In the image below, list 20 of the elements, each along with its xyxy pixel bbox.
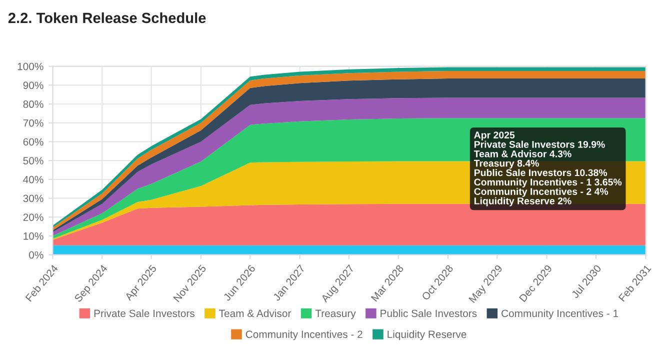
- y-tick-label: 30%: [23, 194, 44, 202]
- legend-label: Treasury: [315, 310, 356, 320]
- annotation: Apr 2025 Private Sale Investors 19.9% Team & Advisor 4.3% Treasury 8.4% Public Sale Investors 10.38% Community Incentives - 1 3.65% Community Incentives - 2 4% Liquidity Reserve 2%: [474, 132, 622, 206]
- legend-label: Liquidity Reserve: [388, 330, 466, 340]
- y-tick-label: 40%: [23, 176, 44, 184]
- legend-label: Public Sale Investors: [380, 309, 477, 318]
- y-tick-label: 60%: [23, 138, 44, 146]
- y-tick-label: 100%: [18, 62, 44, 70]
- y-tick-label: 50%: [23, 157, 44, 164]
- chart-title: 2.2. Token Release Schedule: [8, 12, 206, 24]
- y-tick-label: 0%: [29, 251, 44, 259]
- legend-label: Private Sale Investors: [94, 309, 194, 318]
- legend-label: Team & Advisor: [219, 309, 292, 318]
- y-tick-label: 90%: [23, 82, 44, 90]
- y-tick-label: 20%: [23, 214, 44, 221]
- y-tick-label: 70%: [23, 119, 44, 127]
- y-tick-label: 80%: [23, 100, 44, 108]
- y-tick-label: 10%: [24, 232, 44, 240]
- legend-label: Community Incentives - 1: [502, 309, 618, 320]
- legend-label: Community Incentives - 2: [246, 330, 362, 340]
